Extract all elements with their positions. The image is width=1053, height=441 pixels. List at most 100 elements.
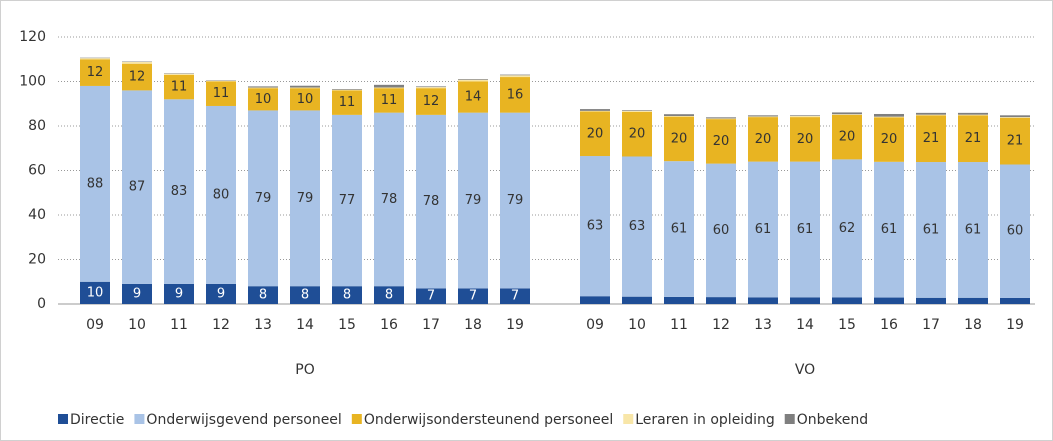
bar-segment	[832, 112, 862, 115]
data-label: 78	[381, 192, 398, 207]
bar-segment	[1000, 117, 1030, 118]
data-label: 20	[713, 134, 730, 149]
bar-segment	[958, 114, 988, 116]
x-tick-label: 09	[86, 317, 104, 333]
data-label: 61	[797, 222, 814, 237]
data-label: 88	[87, 176, 104, 191]
data-label: 9	[217, 286, 225, 301]
data-label: 61	[965, 222, 982, 237]
x-tick-label: 09	[586, 317, 604, 333]
data-label: 11	[339, 95, 356, 110]
bar-segment	[248, 87, 278, 89]
data-label: 79	[507, 193, 524, 208]
bar-segment	[290, 110, 320, 287]
bar-segment	[500, 74, 530, 76]
bar-segment	[458, 112, 488, 289]
bar-segment	[832, 297, 862, 304]
bar-segment	[332, 89, 362, 90]
y-tick-label: 0	[37, 296, 46, 312]
bar-segment	[580, 156, 610, 297]
bar-segment	[580, 296, 610, 304]
legend-label: Leraren in opleiding	[635, 412, 774, 428]
data-label: 61	[881, 222, 898, 237]
data-label: 21	[1007, 134, 1024, 149]
legend-swatch	[623, 414, 634, 424]
data-label: 20	[755, 132, 772, 147]
data-label: 61	[923, 222, 940, 237]
data-label: 7	[511, 289, 519, 304]
data-label: 63	[629, 219, 646, 234]
data-label: 9	[175, 286, 183, 301]
group-label: PO	[295, 362, 314, 378]
data-label: 20	[881, 132, 898, 147]
bar-segment	[458, 79, 488, 80]
x-tick-label: 11	[170, 317, 188, 333]
bar-segment	[622, 110, 652, 111]
data-label: 8	[385, 288, 393, 303]
bar-segment	[706, 297, 736, 304]
data-label: 11	[213, 86, 230, 101]
data-label: 10	[297, 92, 314, 107]
bar-segment	[958, 112, 988, 115]
bar-segment	[164, 73, 194, 75]
bar-segment	[458, 79, 488, 82]
data-label: 16	[507, 87, 524, 102]
data-label: 11	[381, 93, 398, 108]
bar-segment	[80, 85, 110, 282]
x-tick-label: 17	[922, 317, 940, 333]
data-label: 14	[465, 90, 482, 105]
bar-segment	[122, 90, 152, 284]
data-label: 8	[259, 288, 267, 303]
bar-segment	[206, 81, 236, 106]
bar-segment	[374, 87, 404, 89]
x-tick-label: 18	[464, 317, 482, 333]
bar-segment	[664, 116, 694, 162]
data-label: 21	[923, 131, 940, 146]
data-label: 12	[423, 94, 440, 109]
x-tick-label: 16	[380, 317, 398, 333]
x-tick-label: 14	[796, 317, 814, 333]
x-tick-label: 15	[838, 317, 856, 333]
y-tick-label: 20	[28, 252, 46, 268]
data-label: 79	[255, 191, 272, 206]
bar-segment	[206, 105, 236, 284]
data-label: 79	[297, 191, 314, 206]
bar-segment	[1000, 117, 1030, 165]
bar-segment	[164, 74, 194, 100]
bar-segment	[164, 99, 194, 284]
bar-segment	[164, 283, 194, 304]
data-label: 9	[133, 286, 141, 301]
bar-segment	[122, 63, 152, 91]
bar-segment	[748, 115, 778, 117]
bar-segment	[874, 113, 904, 117]
data-label: 79	[465, 193, 482, 208]
bar-segment	[122, 283, 152, 304]
bar-segment	[1000, 164, 1030, 298]
bar-segment	[80, 59, 110, 86]
data-label: 20	[587, 126, 604, 141]
bar-segment	[374, 286, 404, 304]
bar-segment	[580, 110, 610, 112]
bar-segment	[290, 286, 320, 304]
bar-segment	[1000, 115, 1030, 118]
bar-segment	[958, 162, 988, 298]
y-tick-label: 120	[19, 29, 46, 45]
bar-segment	[580, 109, 610, 111]
data-label: 78	[423, 194, 440, 209]
bar-segment	[706, 117, 736, 119]
x-tick-label: 13	[254, 317, 272, 333]
legend-swatch	[351, 414, 362, 424]
x-tick-label: 15	[338, 317, 356, 333]
x-tick-label: 10	[128, 317, 146, 333]
bar-segment	[832, 114, 862, 115]
data-label: 20	[671, 131, 688, 146]
x-tick-label: 14	[296, 317, 314, 333]
data-label: 61	[755, 222, 772, 237]
x-tick-label: 17	[422, 317, 440, 333]
bar-segment	[664, 114, 694, 116]
bar-segment	[790, 161, 820, 298]
data-label: 60	[1007, 224, 1024, 239]
bar-segment	[290, 88, 320, 111]
bar-segment	[706, 119, 736, 164]
